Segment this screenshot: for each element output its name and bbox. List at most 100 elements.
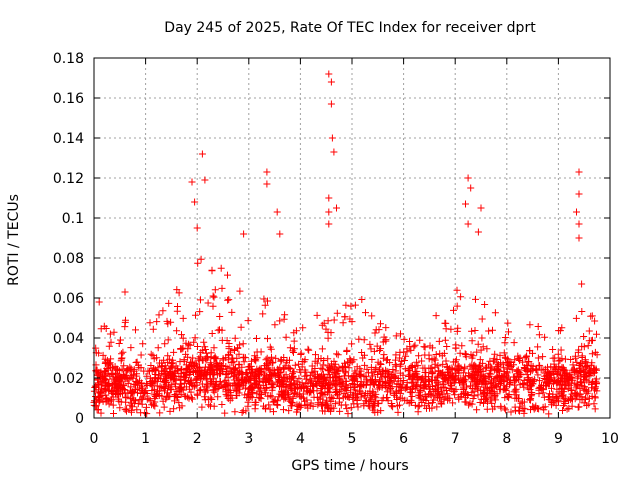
data-point bbox=[295, 374, 303, 382]
data-point bbox=[306, 388, 314, 395]
data-point bbox=[253, 335, 260, 342]
data-point bbox=[516, 354, 524, 362]
data-point bbox=[138, 383, 146, 391]
data-point bbox=[550, 380, 557, 388]
data-point bbox=[414, 362, 422, 370]
data-point bbox=[440, 374, 448, 382]
data-point bbox=[433, 373, 441, 381]
data-point bbox=[325, 194, 333, 202]
data-point bbox=[430, 396, 438, 404]
data-point bbox=[580, 368, 588, 376]
data-point bbox=[245, 365, 253, 373]
data-point bbox=[369, 372, 377, 380]
data-point bbox=[548, 384, 555, 392]
data-point bbox=[137, 409, 145, 417]
data-point bbox=[314, 355, 322, 363]
data-point bbox=[116, 384, 124, 392]
x-tick-label: 7 bbox=[451, 431, 460, 447]
data-point bbox=[209, 302, 217, 310]
data-point bbox=[462, 398, 470, 406]
data-point bbox=[357, 371, 365, 379]
data-point bbox=[475, 365, 483, 373]
data-point bbox=[211, 286, 219, 294]
data-point bbox=[437, 399, 445, 407]
data-point bbox=[179, 334, 187, 342]
data-point bbox=[344, 410, 352, 418]
data-point bbox=[295, 392, 303, 400]
data-point bbox=[122, 316, 129, 324]
data-point bbox=[302, 380, 310, 388]
data-point bbox=[152, 374, 160, 382]
data-point bbox=[440, 349, 448, 357]
data-point bbox=[192, 375, 200, 383]
data-point bbox=[285, 407, 293, 415]
data-point bbox=[479, 367, 487, 375]
data-point bbox=[286, 381, 294, 388]
data-point bbox=[224, 296, 232, 304]
data-point bbox=[102, 391, 110, 399]
data-point bbox=[306, 371, 314, 379]
data-point bbox=[472, 295, 479, 303]
data-point bbox=[358, 296, 366, 303]
data-point bbox=[353, 395, 361, 403]
x-tick-labels: 0 1 2 3 4 5 6 7 8 9 10 bbox=[90, 431, 619, 447]
data-point bbox=[204, 386, 212, 394]
data-point bbox=[553, 371, 561, 378]
data-point bbox=[323, 400, 331, 408]
data-point bbox=[580, 333, 588, 340]
data-point bbox=[327, 78, 335, 86]
data-point bbox=[545, 376, 553, 384]
data-point bbox=[468, 354, 476, 362]
data-point bbox=[137, 390, 145, 397]
data-point bbox=[517, 399, 525, 407]
data-point bbox=[334, 367, 342, 375]
data-point bbox=[99, 351, 107, 359]
data-point bbox=[428, 404, 436, 412]
data-point bbox=[507, 408, 515, 416]
data-point bbox=[256, 388, 264, 396]
data-point bbox=[403, 345, 411, 353]
data-point bbox=[339, 319, 347, 327]
data-point bbox=[150, 365, 157, 373]
data-point bbox=[326, 394, 334, 402]
data-point bbox=[552, 401, 560, 409]
data-point bbox=[368, 369, 376, 377]
data-point bbox=[95, 349, 103, 357]
data-point bbox=[384, 397, 392, 405]
data-point bbox=[231, 334, 239, 342]
data-point bbox=[115, 377, 123, 385]
data-point bbox=[588, 350, 596, 358]
data-point bbox=[588, 312, 596, 320]
data-point bbox=[521, 405, 529, 413]
data-point bbox=[480, 386, 488, 394]
data-point bbox=[491, 381, 499, 389]
data-point bbox=[199, 346, 207, 354]
data-point bbox=[379, 367, 387, 375]
data-point bbox=[481, 301, 489, 308]
data-point bbox=[105, 386, 113, 394]
data-point bbox=[501, 334, 509, 341]
data-point bbox=[201, 176, 209, 184]
data-point bbox=[199, 356, 207, 364]
data-point bbox=[263, 360, 271, 368]
data-point bbox=[518, 398, 526, 406]
data-point bbox=[345, 364, 353, 372]
data-point bbox=[483, 345, 491, 353]
data-point bbox=[171, 375, 178, 383]
data-point bbox=[402, 352, 410, 360]
data-point bbox=[322, 325, 330, 333]
data-point bbox=[231, 408, 239, 416]
data-point bbox=[439, 378, 447, 386]
data-point bbox=[205, 395, 213, 403]
data-point bbox=[260, 295, 268, 303]
data-point bbox=[343, 405, 351, 413]
data-point bbox=[569, 361, 577, 369]
data-point bbox=[441, 384, 449, 392]
data-point bbox=[428, 376, 436, 384]
data-point bbox=[547, 363, 555, 371]
data-point bbox=[151, 386, 159, 394]
data-point bbox=[545, 410, 553, 418]
data-point bbox=[571, 352, 579, 360]
data-point bbox=[541, 333, 549, 341]
data-point bbox=[228, 368, 236, 376]
